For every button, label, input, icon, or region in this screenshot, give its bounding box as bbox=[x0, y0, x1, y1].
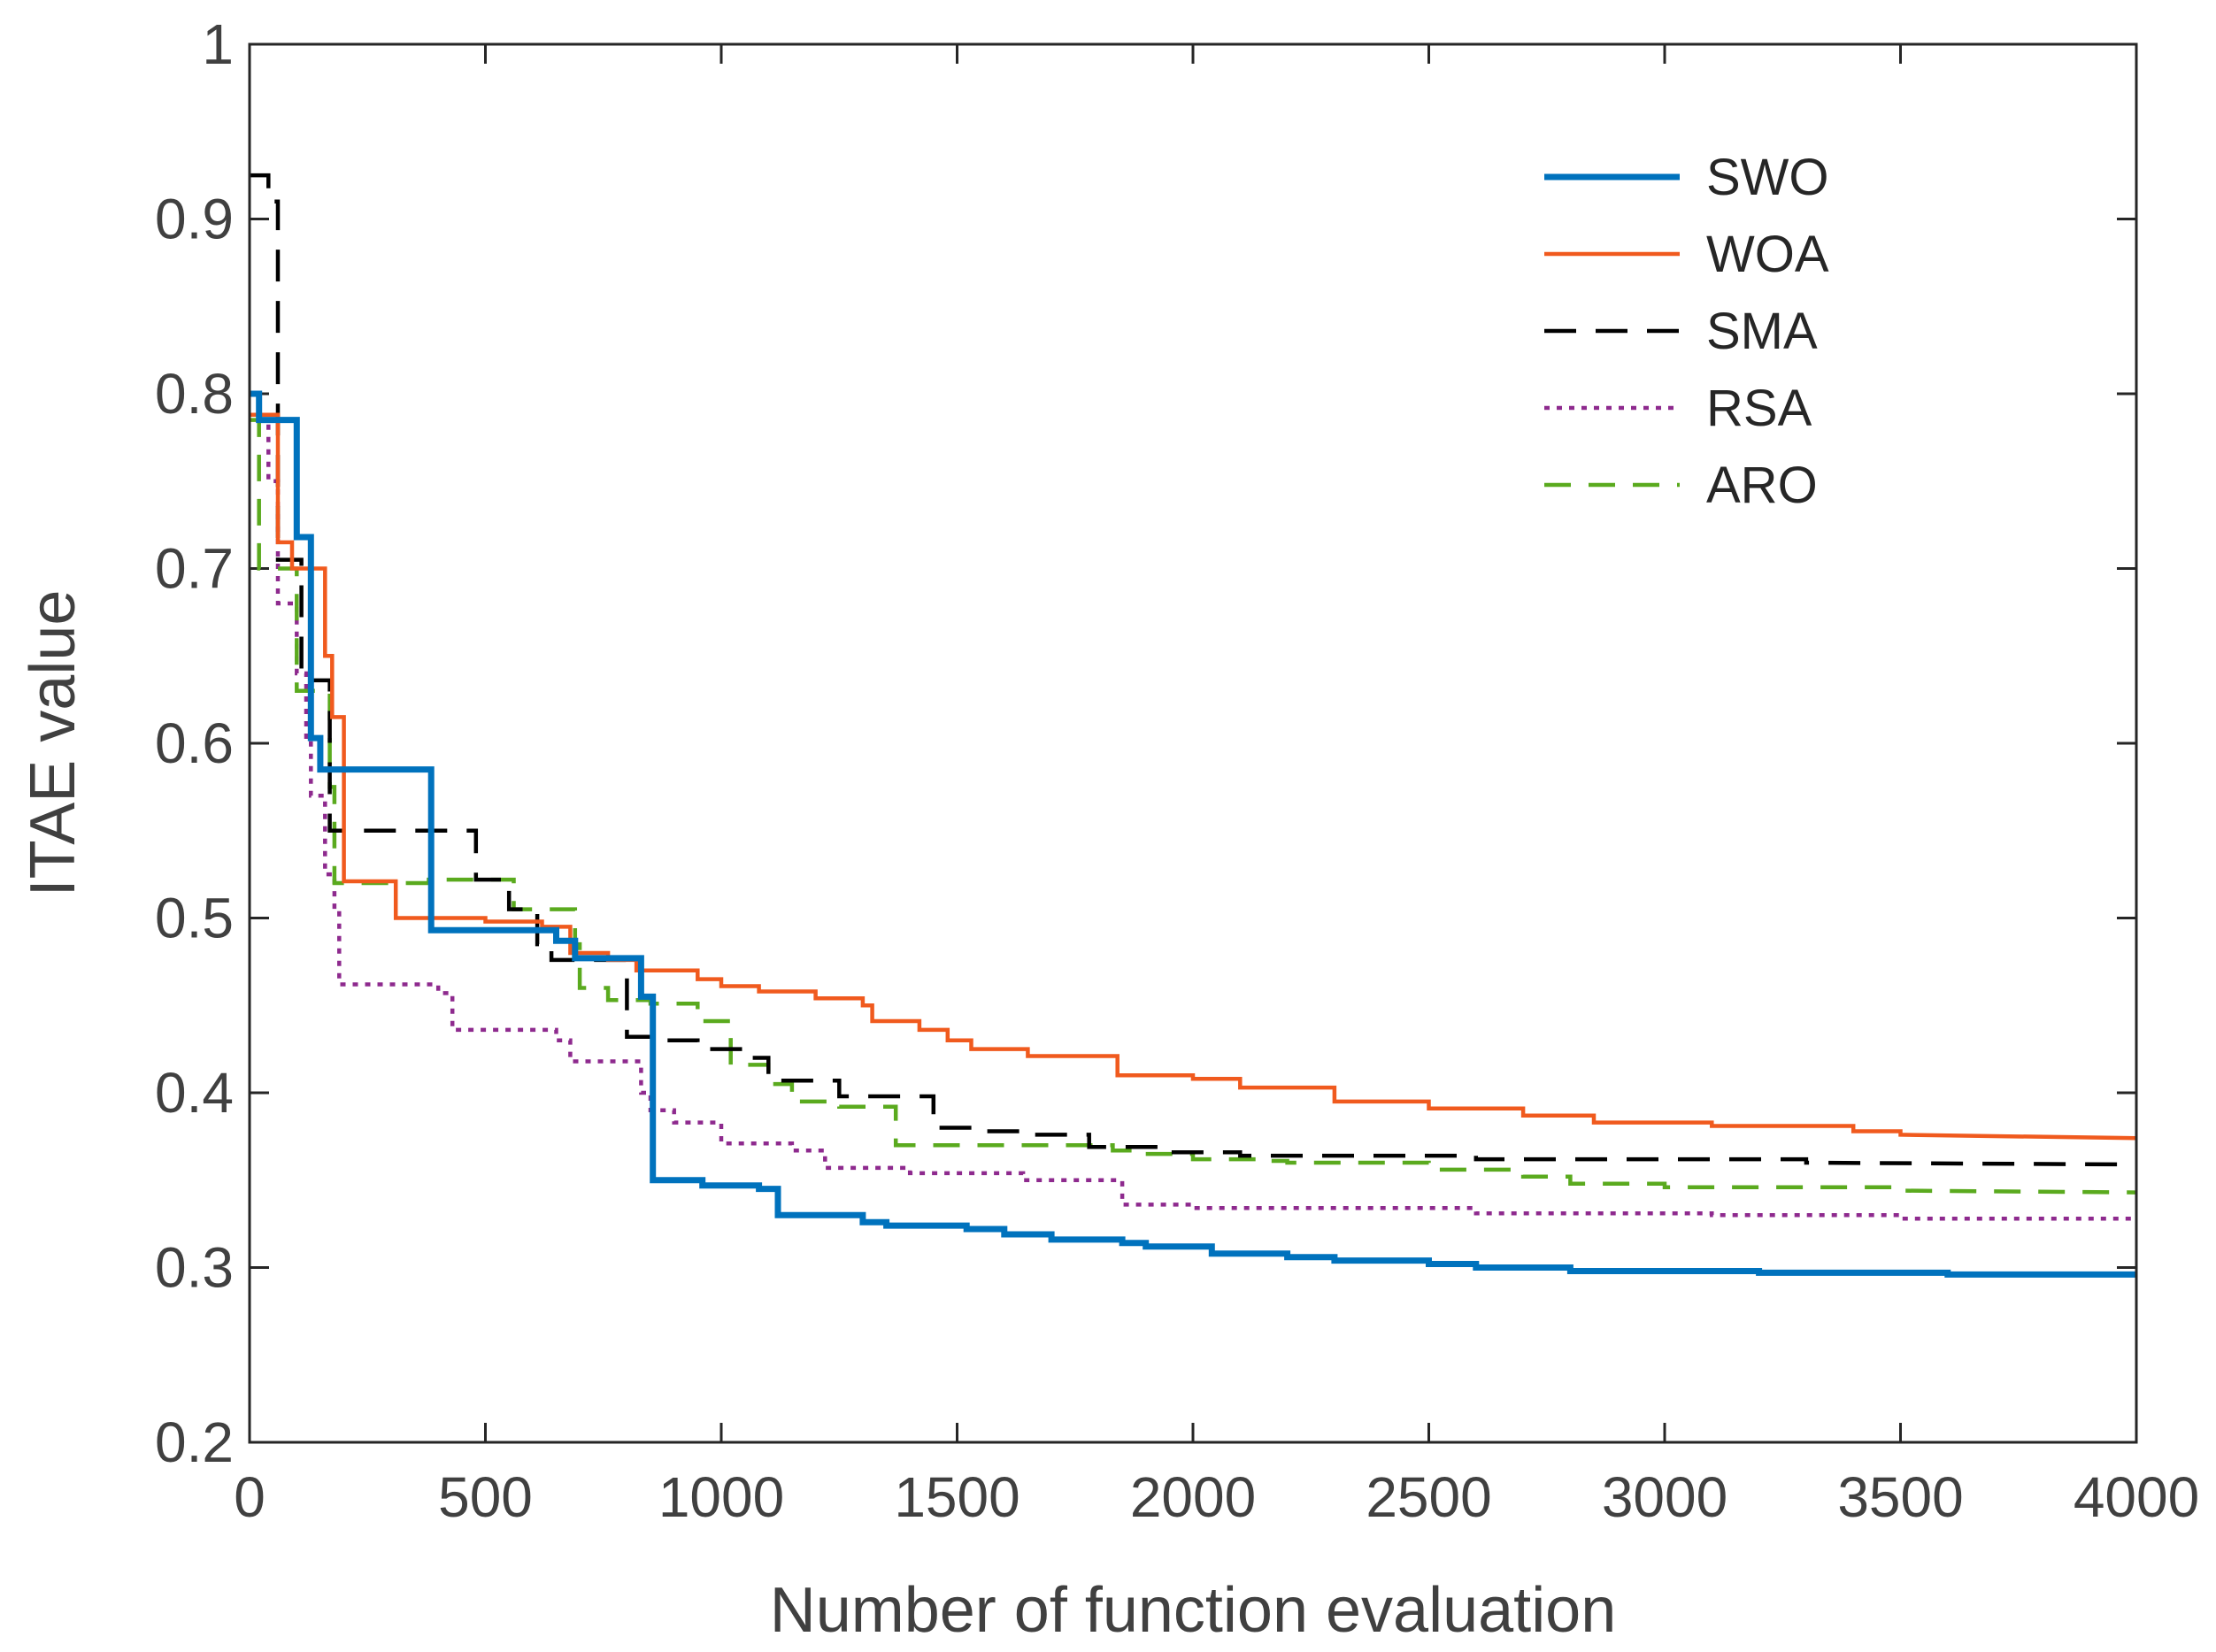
y-tick-label: 0.4 bbox=[155, 1061, 234, 1125]
series-swo-line bbox=[250, 390, 2136, 1278]
x-tick-label: 3500 bbox=[1837, 1465, 1963, 1529]
series-woa-line bbox=[250, 412, 2136, 1141]
y-tick-label: 0.3 bbox=[155, 1236, 234, 1300]
legend-label-swo: SWO bbox=[1706, 149, 1829, 206]
x-tick-label: 0 bbox=[234, 1465, 265, 1529]
x-tick-labels: 0 500 1000 1500 2000 2500 3000 3500 4000 bbox=[234, 1465, 2199, 1529]
series-sma-line bbox=[250, 173, 2136, 1167]
x-tick-label: 4000 bbox=[2074, 1465, 2199, 1529]
series-rsa-line bbox=[250, 391, 2136, 1221]
x-tick-label: 500 bbox=[438, 1465, 533, 1529]
y-tick-label: 0.7 bbox=[155, 537, 234, 601]
y-tick-label: 0.6 bbox=[155, 711, 234, 775]
y-tick-label: 0.9 bbox=[155, 188, 234, 251]
x-tick-label: 2500 bbox=[1366, 1465, 1491, 1529]
x-tick-label: 2000 bbox=[1130, 1465, 1256, 1529]
series-aro-line bbox=[250, 418, 2136, 1195]
legend: SWO WOA SMA RSA ARO bbox=[1544, 149, 1829, 514]
plot-background bbox=[250, 44, 2136, 1442]
x-tick-label: 1500 bbox=[894, 1465, 1020, 1529]
y-axis-title: ITAE value bbox=[18, 590, 88, 897]
x-tick-label: 1000 bbox=[658, 1465, 784, 1529]
series-layer bbox=[250, 173, 2136, 1278]
legend-label-rsa: RSA bbox=[1706, 380, 1812, 437]
legend-label-sma: SMA bbox=[1706, 303, 1818, 360]
x-tick-label: 3000 bbox=[1602, 1465, 1727, 1529]
y-tick-label: 0.8 bbox=[155, 362, 234, 426]
legend-label-woa: WOA bbox=[1706, 226, 1829, 283]
y-tick-label: 1 bbox=[202, 12, 234, 76]
y-tick-label: 0.5 bbox=[155, 887, 234, 950]
y-tick-labels: 0.2 0.3 0.4 0.5 0.6 0.7 0.8 0.9 1 bbox=[155, 12, 234, 1474]
y-tick-label: 0.2 bbox=[155, 1410, 234, 1474]
x-axis-title: Number of function evaluation bbox=[770, 1575, 1617, 1646]
legend-label-aro: ARO bbox=[1706, 457, 1818, 514]
plot-frame bbox=[248, 42, 2138, 1444]
